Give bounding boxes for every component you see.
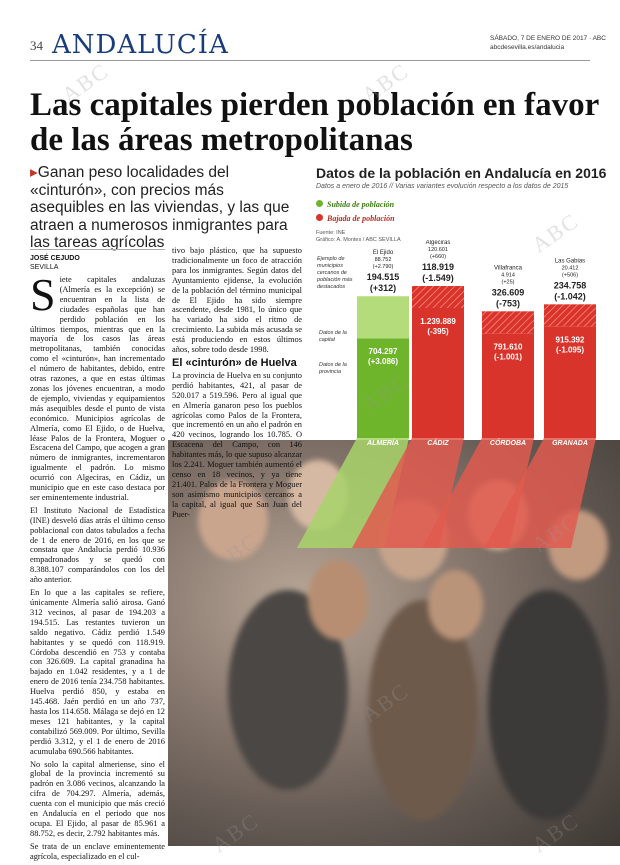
nearby-value-label: 4.914 <box>501 272 515 278</box>
dropcap: S <box>30 269 56 320</box>
capital-value-label: 234.758 <box>554 280 587 290</box>
nearby-value-label: 88.752 <box>375 257 392 263</box>
province-value-label: 791.610 <box>494 342 523 351</box>
capital-bar-cádiz <box>412 286 464 308</box>
capital-value-label: 194.515 <box>367 272 400 282</box>
capital-bar-almería <box>357 296 409 339</box>
province-change-label: (-1.095) <box>556 345 584 354</box>
issue-date: SÁBADO, 7 DE ENERO DE 2017 · ABC <box>490 35 606 42</box>
note-capital: Datos de la capital <box>319 330 347 343</box>
chart-subtitle: Datos a enero de 2016 // Varias variante… <box>316 183 569 190</box>
legend-rise: Subida de población <box>316 200 394 209</box>
capital-bar-córdoba <box>482 311 534 334</box>
province-change-label: (+3.086) <box>368 357 398 366</box>
capital-change-label: (-1.042) <box>554 291 586 301</box>
article-col2: tivo bajo plástico, que ha supuesto trad… <box>172 246 302 522</box>
rise-dot-icon <box>316 200 323 207</box>
nearby-name-label: El Ejido <box>373 250 394 256</box>
province-bar-granada <box>544 326 596 438</box>
nearby-change-label: (+660) <box>430 254 446 260</box>
headline: Las capitales pierden población en favor… <box>30 87 599 158</box>
province-change-label: (-395) <box>427 327 449 336</box>
nearby-name-label: Las Gabias <box>555 258 585 264</box>
province-value-label: 915.392 <box>556 335 585 344</box>
capital-bar-granada <box>544 304 596 327</box>
subheadline: ▸Ganan peso localidades del «cinturón», … <box>30 164 302 252</box>
fall-dot-icon <box>316 214 323 221</box>
capital-change-label: (+312) <box>370 283 396 293</box>
chart-title: Datos de la población en Andalucía en 20… <box>316 165 607 181</box>
triangle-bullet-icon: ▸ <box>30 164 38 181</box>
note-province: Datos de la provincia <box>319 362 347 375</box>
capital-change-label: (-1.549) <box>422 273 454 283</box>
article-paragraph: La provincia de Huelva en su conjunto pe… <box>172 370 302 519</box>
nearby-name-label: Algeciras <box>426 240 451 246</box>
section-title: ANDALUCÍA <box>52 30 229 60</box>
nearby-value-label: 20.412 <box>562 265 579 271</box>
province-value-label: 1.239.889 <box>420 317 456 326</box>
province-value-label: 704.297 <box>369 347 398 356</box>
population-chart: 704.297(+3.086) 194.515(+312) El Ejido88.7… <box>297 240 596 548</box>
base-ribbon-cádiz <box>352 438 464 548</box>
header-rule <box>30 60 590 61</box>
category-label: ALMERÍA <box>366 438 399 447</box>
category-label: CÓRDOBA <box>490 438 526 447</box>
nearby-change-label: (+2.790) <box>373 264 394 270</box>
capital-value-label: 326.609 <box>492 287 525 297</box>
article-paragraph: tivo bajo plástico, que ha supuesto trad… <box>172 246 302 355</box>
nearby-change-label: (+506) <box>562 272 578 278</box>
page-number: 34 <box>30 38 43 53</box>
province-bar-almería <box>357 338 409 438</box>
article-paragraph: Se trata de un enclave eminentemente agr… <box>30 841 165 861</box>
province-bar-córdoba <box>482 333 534 438</box>
byline-rule <box>30 249 165 250</box>
province-change-label: (-1.001) <box>494 352 522 361</box>
byline-city: SEVILLA <box>30 264 59 271</box>
province-bar-cádiz <box>412 308 464 438</box>
capital-change-label: (-753) <box>496 298 520 308</box>
legend-fall: Bajada de población <box>316 214 395 223</box>
category-label: GRANADA <box>552 440 588 447</box>
chart-source: Fuente: INE Gráfico: A. Montes / ABC SEVI… <box>316 230 401 243</box>
note-example: Ejemplo de municipios cercanos de poblac… <box>317 256 353 290</box>
article-paragraph: El Instituto Nacional de Estadística (IN… <box>30 505 165 585</box>
nearby-change-label: (+25) <box>502 279 515 285</box>
site-url[interactable]: abcdesevilla.es/andalucia <box>490 44 565 51</box>
category-label: CÁDIZ <box>427 438 449 447</box>
byline-author: JOSÉ CEJUDO <box>30 255 80 262</box>
article-paragraph: En lo que a las capitales se refiere, ún… <box>30 588 165 756</box>
base-ribbon-granada <box>484 438 596 548</box>
article-subhead: El «cinturón» de Huelva <box>172 356 297 369</box>
subheadline-text: Ganan peso localidades del «cinturón», c… <box>30 164 290 251</box>
article-paragraph: No solo la capital almeriense, sino el g… <box>30 759 165 838</box>
nearby-name-label: Villafranca <box>494 265 523 271</box>
capital-value-label: 118.919 <box>422 262 454 272</box>
nearby-value-label: 120.601 <box>428 247 448 253</box>
